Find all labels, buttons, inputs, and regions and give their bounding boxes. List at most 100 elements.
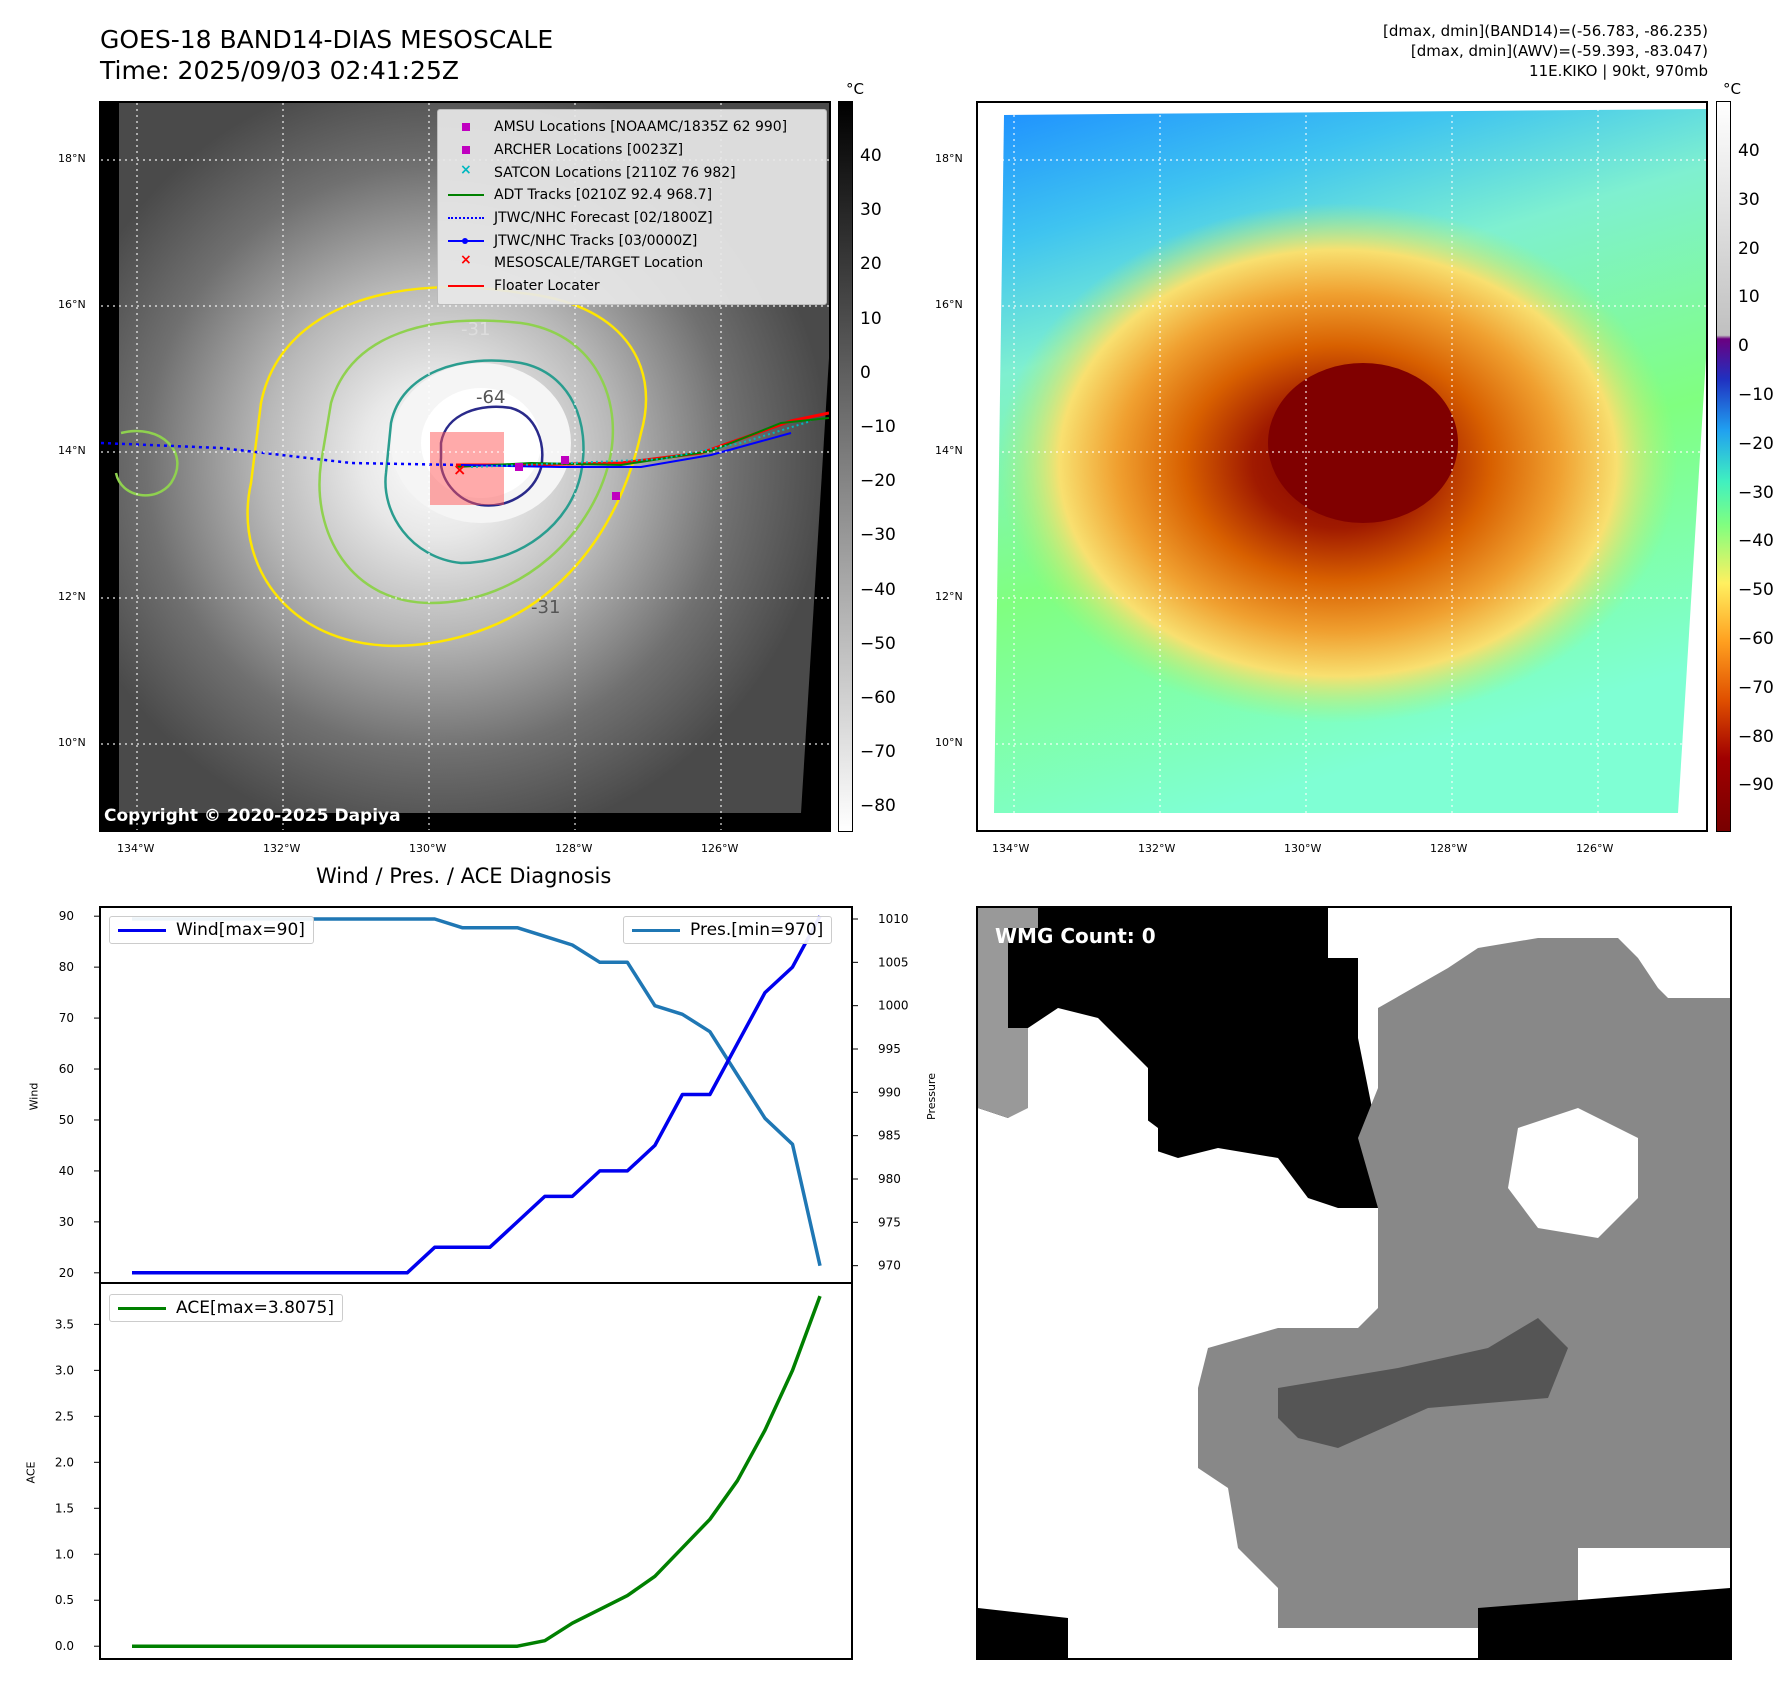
contour-label-lower: -31	[531, 597, 560, 618]
legend-label-archer: ARCHER Locations [0023Z]	[494, 142, 684, 159]
legend-item-satcon: × SATCON Locations [2110Z 76 982]	[446, 161, 818, 184]
legend-item-adt: ADT Tracks [0210Z 92.4 968.7]	[446, 184, 818, 207]
pressure-legend-label: Pres.[min=970]	[690, 920, 824, 940]
awv-colorbar-tick-7: −30	[1738, 482, 1774, 503]
x-marker-icon: ×	[460, 161, 472, 178]
legend-item-archer: ARCHER Locations [0023Z]	[446, 139, 818, 162]
ir-lon-tick-126: 126°W	[701, 842, 739, 855]
pressure-series-line	[132, 917, 822, 1267]
legend-label-amsu: AMSU Locations [NOAAMC/1835Z 62 990]	[494, 119, 788, 136]
square-marker-icon	[446, 119, 486, 135]
awv-colorbar-tick-12: −80	[1738, 726, 1774, 747]
awv-satellite-panel	[976, 101, 1708, 832]
ace-line-swatch-icon	[118, 1306, 166, 1310]
legend-label-satcon: SATCON Locations [2110Z 76 982]	[494, 164, 736, 181]
ir-colorbar-tick-2: 20	[860, 254, 882, 275]
copyright-text: Copyright © 2020-2025 Dapiya	[104, 806, 401, 826]
awv-lon-tick-126: 126°W	[1576, 842, 1614, 855]
ace-tick-label: 2.0	[55, 1455, 74, 1469]
wind-tick-label: 50	[59, 1113, 74, 1127]
awv-colorbar-tick-4: 0	[1738, 336, 1749, 357]
wind-line-swatch-icon	[118, 928, 166, 932]
ir-colorbar-tick-3: 10	[860, 308, 882, 329]
ace-legend-label: ACE[max=3.8075]	[176, 1298, 334, 1318]
legend-item-floater: Floater Locater	[446, 275, 818, 298]
ace-tick-label: 0.5	[55, 1593, 74, 1607]
ir-colorbar-tick-11: −70	[860, 742, 896, 763]
legend-item-amsu: AMSU Locations [NOAAMC/1835Z 62 990]	[446, 116, 818, 139]
ir-lon-tick-130: 130°W	[409, 842, 447, 855]
ace-series-line	[132, 1295, 822, 1648]
awv-lat-tick-18: 18°N	[935, 152, 963, 165]
ace-tick-label: 1.5	[55, 1501, 74, 1515]
legend-label-floater: Floater Locater	[494, 278, 600, 295]
ir-lat-tick-12: 12°N	[58, 590, 86, 603]
wind-tick-label: 80	[59, 960, 74, 974]
wind-tick-label: 90	[59, 909, 74, 923]
ace-tick-label: 3.0	[55, 1363, 74, 1377]
legend-label-tracks: JTWC/NHC Tracks [03/0000Z]	[494, 232, 698, 249]
figure-title-line1: GOES-18 BAND14-DIAS MESOSCALE	[100, 25, 554, 54]
ace-tick-label: 2.5	[55, 1409, 74, 1423]
ir-lon-tick-128: 128°W	[555, 842, 593, 855]
wind-series-line	[132, 915, 822, 1275]
ir-colorbar-tick-8: −40	[860, 579, 896, 600]
pressure-axis-label: Pressure	[924, 1073, 938, 1120]
wmg-panel: WMG Count: 0	[976, 906, 1732, 1660]
awv-colorbar-tick-2: 20	[1738, 238, 1760, 259]
awv-colorbar-tick-8: −40	[1738, 531, 1774, 552]
wind-tick-label: 40	[59, 1164, 74, 1178]
awv-colorbar-unit: °C	[1723, 80, 1741, 98]
awv-lon-tick-134: 134°W	[992, 842, 1030, 855]
legend-item-tracks: JTWC/NHC Tracks [03/0000Z]	[446, 229, 818, 252]
legend-item-forecast: JTWC/NHC Forecast [02/1800Z]	[446, 207, 818, 230]
pressure-tick-label: 970	[878, 1259, 901, 1273]
wind-legend-label: Wind[max=90]	[176, 920, 305, 940]
ir-colorbar-tick-0: 40	[860, 146, 882, 166]
ir-lat-tick-14: 14°N	[58, 444, 86, 457]
contour-label-inner: -64	[476, 387, 505, 408]
contour-label-outer: -31	[461, 319, 490, 340]
pressure-legend: Pres.[min=970]	[623, 916, 833, 944]
wind-tick-label: 60	[59, 1062, 74, 1076]
pressure-tick-label: 975	[878, 1215, 901, 1229]
ir-colorbar	[838, 101, 853, 832]
awv-lat-tick-12: 12°N	[935, 590, 963, 603]
awv-colorbar-tick-11: −70	[1738, 677, 1774, 698]
x-marker-icon: ×	[460, 252, 472, 269]
ace-tick-label: 1.0	[55, 1547, 74, 1561]
ir-colorbar-tick-5: −10	[860, 417, 896, 437]
ace-tick-label: 0.0	[55, 1639, 74, 1653]
ir-colorbar-tick-10: −60	[860, 688, 896, 708]
ir-colorbar-tick-12: −80	[860, 796, 896, 817]
awv-colorbar-tick-9: −50	[1738, 580, 1774, 601]
awv-colorbar-tick-0: 40	[1738, 141, 1760, 161]
awv-lon-tick-128: 128°W	[1430, 842, 1468, 855]
awv-lon-tick-132: 132°W	[1138, 842, 1176, 855]
info-band14-range: [dmax, dmin](BAND14)=(-56.783, -86.235)	[1383, 22, 1708, 40]
pressure-line-swatch-icon	[632, 928, 680, 932]
solid-line-icon	[446, 278, 486, 294]
figure-title-line2: Time: 2025/09/03 02:41:25Z	[100, 56, 459, 85]
ace-legend: ACE[max=3.8075]	[109, 1294, 343, 1322]
awv-colorbar-tick-10: −60	[1738, 629, 1774, 649]
info-awv-range: [dmax, dmin](AWV)=(-59.393, -83.047)	[1410, 42, 1708, 60]
ace-tick-label: 3.5	[55, 1317, 74, 1331]
ir-legend: AMSU Locations [NOAAMC/1835Z 62 990] ARC…	[437, 109, 827, 305]
solid-line-icon	[446, 187, 486, 203]
pressure-tick-label: 1000	[878, 999, 909, 1013]
ace-axis-label: ACE	[24, 1461, 38, 1484]
pressure-tick-label: 1010	[878, 912, 909, 926]
legend-label-mesoscale: MESOSCALE/TARGET Location	[494, 255, 704, 272]
ir-colorbar-tick-6: −20	[860, 471, 896, 492]
awv-colorbar-tick-5: −10	[1738, 385, 1774, 405]
wind-tick-label: 20	[59, 1266, 74, 1280]
awv-lat-tick-16: 16°N	[935, 298, 963, 311]
pressure-tick-label: 995	[878, 1042, 901, 1056]
line-dot-icon	[446, 233, 486, 249]
dotted-line-icon	[446, 210, 486, 226]
square-marker-icon	[446, 142, 486, 158]
awv-colorbar-tick-1: 30	[1738, 189, 1760, 210]
awv-lon-tick-130: 130°W	[1284, 842, 1322, 855]
